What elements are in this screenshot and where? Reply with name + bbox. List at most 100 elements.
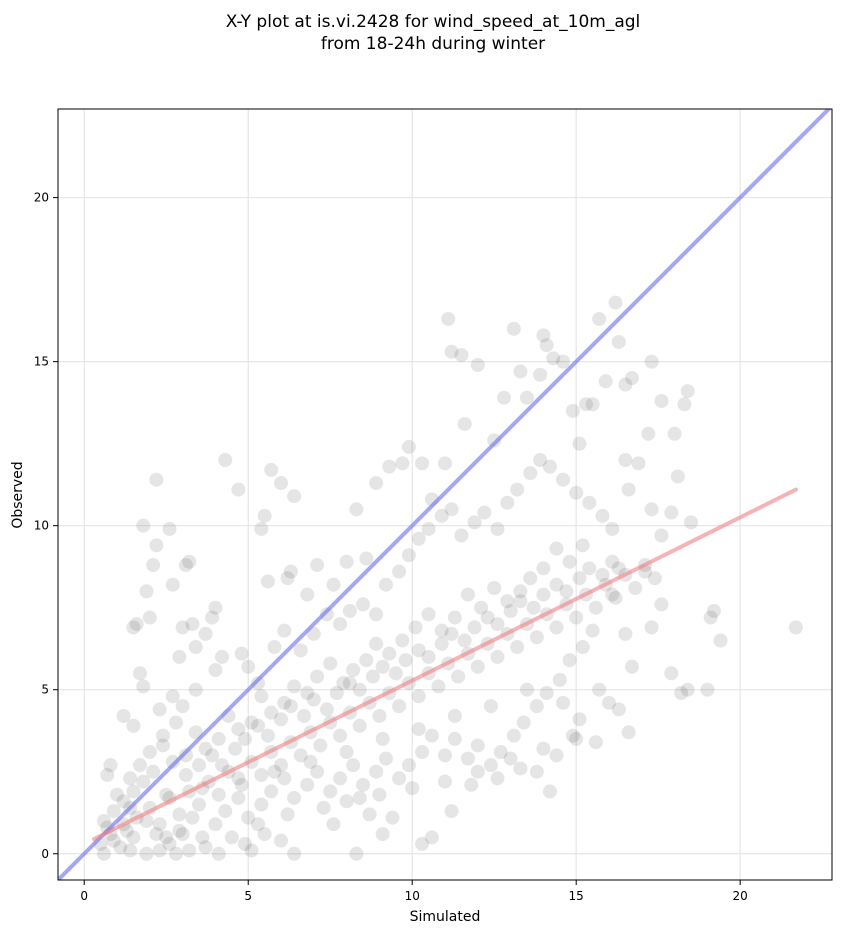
data-point <box>500 495 515 510</box>
data-point <box>159 787 174 802</box>
plot-frame <box>57 108 833 881</box>
data-point <box>251 676 266 691</box>
data-point <box>103 758 118 773</box>
data-point <box>264 705 279 720</box>
data-point <box>316 800 331 815</box>
data-point <box>513 594 528 609</box>
data-point <box>487 433 502 448</box>
data-point <box>533 367 548 382</box>
data-point <box>251 718 266 733</box>
x-tick-label: 15 <box>569 889 584 903</box>
data-point <box>438 774 452 789</box>
data-point <box>136 774 151 789</box>
x-tick-label: 10 <box>405 889 420 903</box>
data-point <box>336 676 351 691</box>
data-point <box>611 334 626 349</box>
data-point <box>569 485 584 500</box>
data-point <box>395 456 410 471</box>
chart-title-line-2: from 18-24h during winter <box>321 34 545 54</box>
data-point <box>300 685 315 700</box>
data-point <box>683 515 698 530</box>
data-point <box>352 682 367 697</box>
data-point <box>533 453 548 468</box>
data-point <box>208 817 223 832</box>
data-point <box>595 567 610 582</box>
data-point <box>536 741 551 756</box>
data-point <box>162 521 177 536</box>
data-point <box>677 397 692 412</box>
data-point <box>447 731 462 746</box>
data-point <box>300 777 315 792</box>
data-point <box>326 577 341 592</box>
data-point <box>208 600 223 615</box>
data-point <box>293 748 308 763</box>
data-point <box>605 554 620 569</box>
data-point <box>457 633 472 648</box>
data-point <box>287 679 302 694</box>
data-point <box>575 538 590 553</box>
data-point <box>372 787 387 802</box>
data-point <box>503 603 518 618</box>
data-point <box>441 311 456 326</box>
data-point <box>323 656 338 671</box>
data-point <box>257 508 272 523</box>
data-point <box>339 554 354 569</box>
data-point <box>146 558 161 573</box>
data-point <box>444 626 459 641</box>
data-point <box>172 649 187 664</box>
data-point <box>572 436 587 451</box>
data-point <box>175 827 190 842</box>
data-point <box>438 456 452 471</box>
data-point <box>644 354 659 369</box>
data-point <box>365 669 380 684</box>
data-point <box>644 502 659 517</box>
data-points <box>93 295 803 861</box>
data-point <box>349 846 364 861</box>
data-point <box>624 371 639 386</box>
data-point <box>260 728 275 743</box>
data-point <box>375 731 390 746</box>
data-point <box>618 626 633 641</box>
data-point <box>621 725 636 740</box>
data-point <box>303 754 318 769</box>
data-point <box>415 456 430 471</box>
data-point <box>342 676 357 691</box>
x-tick-label: 0 <box>80 889 88 903</box>
data-point <box>313 738 328 753</box>
y-tick-label: 20 <box>34 191 49 205</box>
data-point <box>641 426 656 441</box>
data-point <box>306 692 321 707</box>
data-point <box>375 659 390 674</box>
data-point <box>539 338 554 353</box>
data-point <box>165 689 180 704</box>
data-point <box>392 699 407 714</box>
data-point <box>113 840 128 855</box>
data-point <box>392 564 407 579</box>
data-point <box>447 610 462 625</box>
data-point <box>644 620 659 635</box>
data-point <box>647 571 662 586</box>
data-point <box>287 790 302 805</box>
data-point <box>398 653 413 668</box>
data-point <box>244 715 259 730</box>
data-point <box>198 626 213 641</box>
data-point <box>519 390 534 405</box>
data-point <box>401 548 416 563</box>
data-point <box>251 817 266 832</box>
data-point <box>280 807 295 822</box>
data-point <box>516 715 531 730</box>
data-point <box>579 397 594 412</box>
data-point <box>165 754 180 769</box>
x-tick-label: 5 <box>244 889 252 903</box>
data-point <box>139 584 154 599</box>
data-point <box>214 758 229 773</box>
data-point <box>595 508 610 523</box>
data-point <box>378 751 393 766</box>
data-point <box>218 453 233 468</box>
data-point <box>178 558 193 573</box>
data-point <box>172 823 187 838</box>
data-point <box>506 728 521 743</box>
data-point <box>96 846 111 861</box>
data-point <box>667 426 682 441</box>
